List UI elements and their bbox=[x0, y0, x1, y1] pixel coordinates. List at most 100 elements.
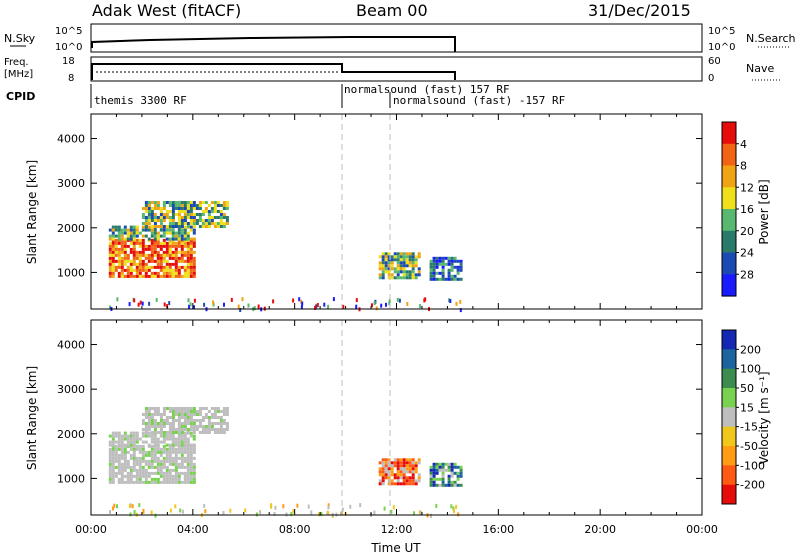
power-cell bbox=[373, 301, 376, 306]
power-cell bbox=[186, 256, 190, 260]
power-cell bbox=[165, 241, 169, 245]
power-cell bbox=[156, 265, 160, 269]
velocity-cell bbox=[129, 512, 132, 517]
power-cell bbox=[162, 213, 166, 216]
power-cell bbox=[174, 250, 178, 254]
power-cell bbox=[387, 273, 391, 277]
velocity-cell bbox=[186, 474, 190, 478]
power-cell bbox=[192, 250, 196, 254]
velocity-cell bbox=[132, 465, 136, 469]
power-cell bbox=[153, 247, 157, 251]
velocity-ytick-label: 3000 bbox=[57, 383, 85, 396]
velocity-cell bbox=[117, 465, 121, 469]
power-cell bbox=[117, 225, 121, 229]
velocity-cell bbox=[150, 419, 154, 422]
velocity-cell bbox=[159, 431, 163, 434]
power-cell bbox=[183, 228, 187, 232]
velocity-cell bbox=[159, 450, 163, 454]
velocity-cell bbox=[183, 440, 187, 444]
velocity-cell bbox=[150, 407, 154, 410]
power-cell bbox=[165, 210, 169, 213]
power-cell bbox=[429, 262, 433, 266]
velocity-cell bbox=[219, 425, 223, 428]
velocity-cell bbox=[390, 467, 394, 471]
velocity-cell bbox=[129, 456, 133, 460]
power-cell bbox=[216, 201, 220, 204]
velocity-cell bbox=[162, 440, 166, 444]
power-cell bbox=[144, 207, 148, 210]
velocity-cell bbox=[162, 410, 166, 413]
power-cell bbox=[123, 237, 127, 241]
power-cell bbox=[417, 255, 421, 259]
power-cell bbox=[441, 259, 445, 263]
power-cell bbox=[171, 244, 175, 248]
velocity-cell bbox=[418, 510, 421, 515]
power-cell bbox=[432, 268, 436, 272]
power-cell bbox=[117, 228, 121, 232]
velocity-cell bbox=[165, 419, 169, 422]
power-cell bbox=[441, 265, 445, 269]
velocity-cell bbox=[392, 505, 395, 510]
power-cell bbox=[429, 277, 433, 281]
velocity-cell bbox=[192, 477, 196, 481]
velocity-cell bbox=[165, 465, 169, 469]
power-cell bbox=[390, 276, 394, 280]
velocity-cell bbox=[450, 471, 454, 475]
power-cell bbox=[429, 274, 433, 278]
velocity-cell bbox=[144, 416, 148, 419]
power-cell bbox=[141, 238, 145, 242]
velocity-cell bbox=[165, 447, 169, 451]
power-cell bbox=[192, 231, 196, 235]
power-cell bbox=[180, 241, 184, 245]
velocity-cell bbox=[393, 464, 397, 468]
velocity-cell bbox=[138, 480, 142, 484]
power-cell bbox=[168, 274, 172, 278]
power-cell bbox=[171, 228, 175, 232]
velocity-cell bbox=[153, 413, 157, 416]
velocity-cell bbox=[414, 467, 418, 471]
velocity-cell bbox=[387, 479, 391, 483]
power-cell bbox=[141, 225, 145, 229]
power-cell bbox=[414, 261, 418, 265]
velocity-cell bbox=[192, 480, 196, 484]
power-cell bbox=[120, 247, 124, 251]
velocity-cell bbox=[441, 474, 445, 478]
velocity-cell bbox=[135, 477, 139, 481]
velocity-cell bbox=[120, 453, 124, 457]
velocity-cell bbox=[171, 462, 175, 466]
velocity-cell bbox=[153, 477, 157, 481]
power-cell bbox=[186, 241, 190, 245]
power-cell bbox=[138, 274, 142, 278]
velocity-cell bbox=[168, 422, 172, 425]
power-cell bbox=[108, 237, 112, 241]
velocity-cell bbox=[174, 450, 178, 454]
velocity-cell bbox=[165, 459, 169, 463]
power-cell bbox=[396, 261, 400, 265]
velocity-cell bbox=[387, 476, 391, 480]
power-cell bbox=[177, 274, 181, 278]
power-cell bbox=[153, 228, 157, 232]
power-cell bbox=[429, 271, 433, 275]
velocity-cell bbox=[413, 511, 415, 516]
velocity-cell bbox=[108, 477, 112, 481]
power-cell bbox=[162, 204, 166, 207]
velocity-cell bbox=[447, 465, 451, 469]
velocity-cell bbox=[390, 509, 393, 514]
power-cell bbox=[132, 225, 136, 229]
power-cell bbox=[186, 250, 190, 254]
power-cell bbox=[156, 250, 160, 254]
power-cell bbox=[402, 270, 406, 274]
velocity-cell bbox=[132, 434, 136, 438]
power-cell bbox=[301, 301, 304, 306]
velocity-cell bbox=[383, 506, 386, 511]
power-cell bbox=[144, 219, 148, 222]
power-cell bbox=[120, 228, 124, 232]
power-colorbar-tick-label: 24 bbox=[740, 247, 754, 260]
velocity-cell bbox=[222, 422, 226, 425]
power-cell bbox=[126, 268, 130, 272]
velocity-cell bbox=[450, 462, 454, 466]
power-cell bbox=[456, 259, 460, 263]
velocity-cell bbox=[438, 483, 442, 487]
power-cell bbox=[123, 253, 127, 257]
velocity-cell bbox=[378, 482, 382, 486]
